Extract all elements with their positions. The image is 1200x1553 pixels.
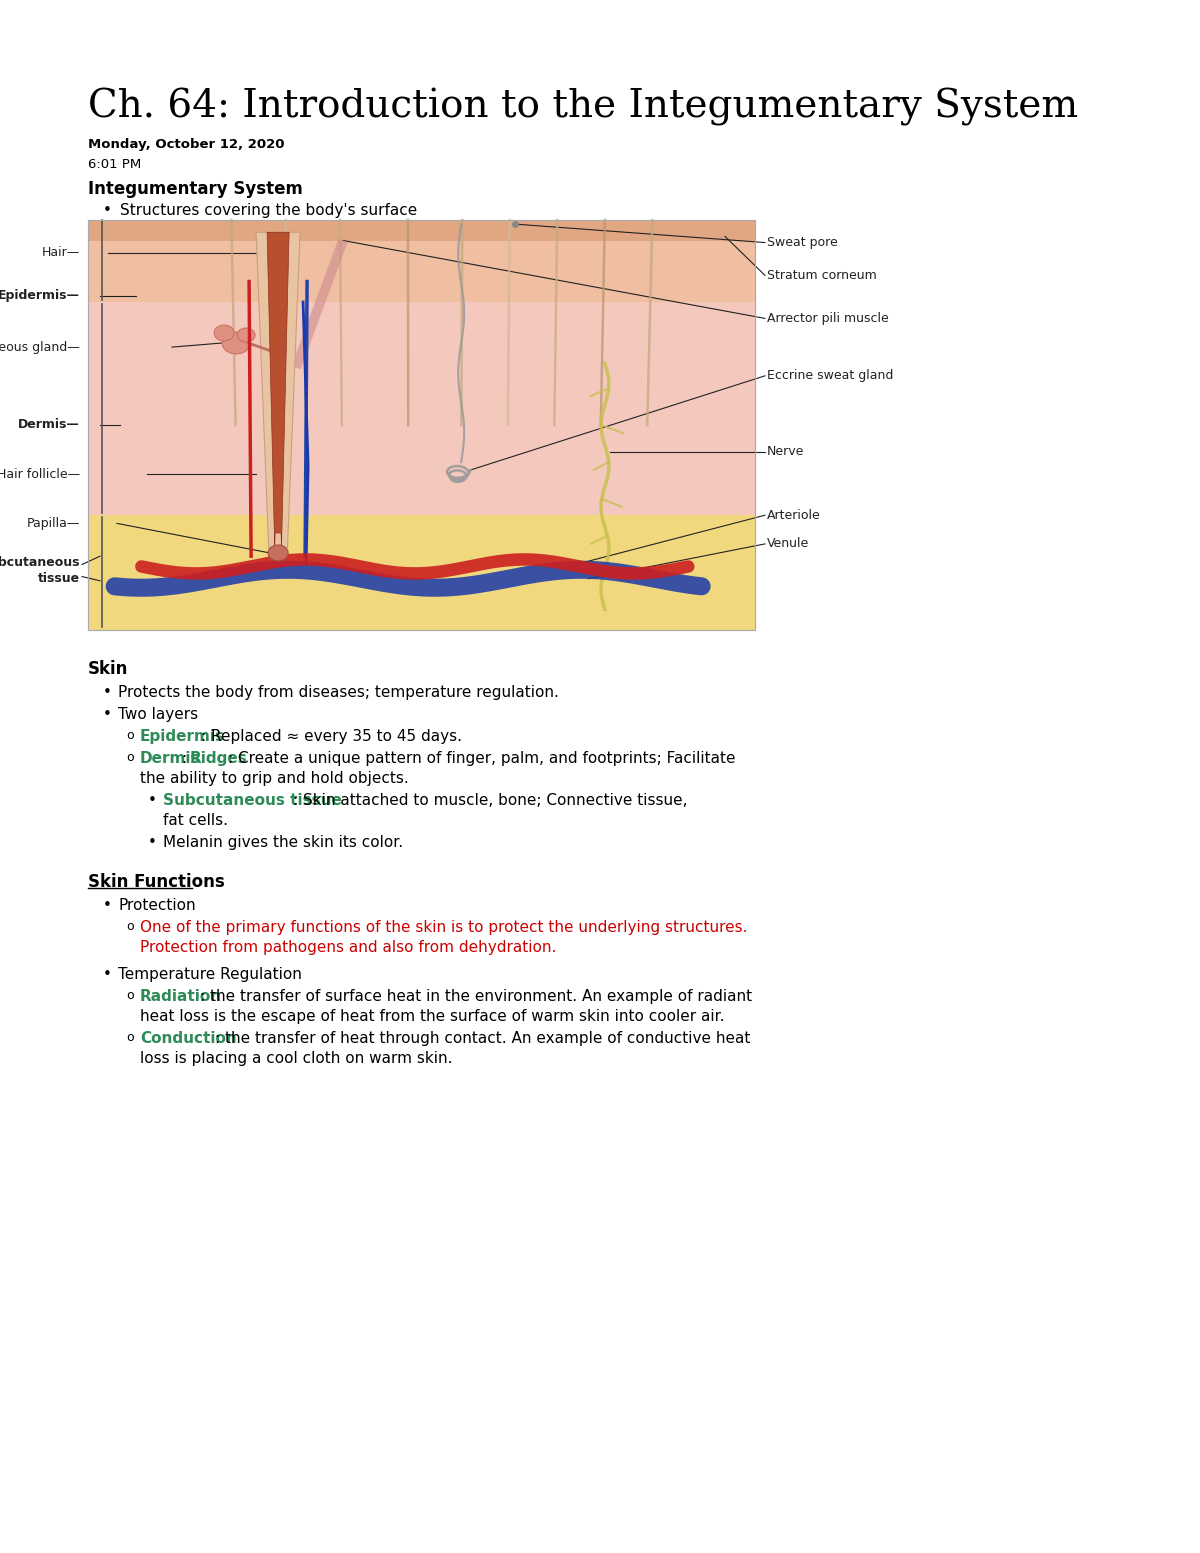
Text: Papilla—: Papilla—: [26, 517, 80, 530]
Text: Venule: Venule: [767, 537, 809, 550]
Bar: [88, 221, 755, 241]
Text: Structures covering the body's surface: Structures covering the body's surface: [120, 203, 418, 217]
Text: heat loss is the escape of heat from the surface of warm skin into cooler air.: heat loss is the escape of heat from the…: [140, 1009, 725, 1023]
Text: Nerve: Nerve: [767, 446, 804, 458]
Text: Dermis: Dermis: [140, 752, 200, 766]
Text: •: •: [103, 685, 112, 700]
Text: Arrector pili muscle: Arrector pili muscle: [767, 312, 889, 325]
Text: o: o: [126, 1031, 133, 1044]
Text: fat cells.: fat cells.: [163, 814, 228, 828]
Text: •: •: [103, 898, 112, 913]
Text: Ch. 64: Introduction to the Integumentary System: Ch. 64: Introduction to the Integumentar…: [88, 89, 1079, 126]
Text: Integumentary System: Integumentary System: [88, 180, 302, 197]
Text: Conduction: Conduction: [140, 1031, 236, 1047]
Text: Melanin gives the skin its color.: Melanin gives the skin its color.: [163, 836, 403, 849]
Bar: [88, 221, 755, 631]
Text: Dermis—: Dermis—: [18, 418, 80, 432]
Text: Radiation: Radiation: [140, 989, 222, 1003]
Ellipse shape: [222, 332, 250, 354]
Text: Monday, October 12, 2020: Monday, October 12, 2020: [88, 138, 284, 151]
Text: Subcutaneous
tissue: Subcutaneous tissue: [0, 556, 80, 585]
Ellipse shape: [214, 325, 234, 342]
Text: : Replaced ≈ every 35 to 45 days.: : Replaced ≈ every 35 to 45 days.: [202, 728, 462, 744]
Text: loss is placing a cool cloth on warm skin.: loss is placing a cool cloth on warm ski…: [140, 1051, 452, 1065]
Text: : Skin attached to muscle, bone; Connective tissue,: : Skin attached to muscle, bone; Connect…: [293, 794, 688, 808]
Ellipse shape: [238, 328, 256, 342]
Text: : the transfer of heat through contact. An example of conductive heat: : the transfer of heat through contact. …: [215, 1031, 750, 1047]
Text: Skin: Skin: [88, 660, 128, 679]
Text: Protects the body from diseases; temperature regulation.: Protects the body from diseases; tempera…: [118, 685, 559, 700]
Text: •: •: [103, 203, 112, 217]
Text: Sweat pore: Sweat pore: [767, 236, 838, 248]
Text: Hair—: Hair—: [42, 247, 80, 259]
Text: •: •: [103, 968, 112, 981]
Text: Hair follicle—: Hair follicle—: [0, 467, 80, 481]
Text: Protection from pathogens and also from dehydration.: Protection from pathogens and also from …: [140, 940, 557, 955]
Text: Arteriole: Arteriole: [767, 509, 821, 522]
Text: Ridges: Ridges: [190, 752, 247, 766]
Text: Temperature Regulation: Temperature Regulation: [118, 968, 302, 981]
Bar: [88, 516, 755, 631]
Bar: [88, 221, 755, 631]
Bar: [88, 301, 755, 516]
Text: :: :: [182, 752, 192, 766]
Text: o: o: [126, 919, 133, 933]
Text: •: •: [148, 794, 157, 808]
Text: •: •: [148, 836, 157, 849]
Polygon shape: [256, 233, 300, 548]
Text: Two layers: Two layers: [118, 707, 198, 722]
Text: 6:01 PM: 6:01 PM: [88, 158, 142, 171]
Polygon shape: [268, 233, 289, 548]
Ellipse shape: [268, 545, 288, 561]
Text: •: •: [103, 707, 112, 722]
Text: : Create a unique pattern of finger, palm, and footprints; Facilitate: : Create a unique pattern of finger, pal…: [228, 752, 736, 766]
Text: Stratum corneum: Stratum corneum: [767, 269, 877, 281]
Text: Subcutaneous tissue: Subcutaneous tissue: [163, 794, 342, 808]
Text: Epidermis: Epidermis: [140, 728, 226, 744]
Text: o: o: [126, 752, 133, 764]
Text: Protection: Protection: [118, 898, 196, 913]
Text: : the transfer of surface heat in the environment. An example of radiant: : the transfer of surface heat in the en…: [200, 989, 752, 1003]
Bar: [88, 221, 755, 301]
Text: the ability to grip and hold objects.: the ability to grip and hold objects.: [140, 770, 409, 786]
Text: One of the primary functions of the skin is to protect the underlying structures: One of the primary functions of the skin…: [140, 919, 748, 935]
Text: Epidermis—: Epidermis—: [0, 289, 80, 303]
Text: o: o: [126, 728, 133, 742]
Text: Eccrine sweat gland: Eccrine sweat gland: [767, 370, 893, 382]
Text: o: o: [126, 989, 133, 1002]
Text: Sebaceous gland—: Sebaceous gland—: [0, 340, 80, 354]
Text: Skin Functions: Skin Functions: [88, 873, 224, 891]
